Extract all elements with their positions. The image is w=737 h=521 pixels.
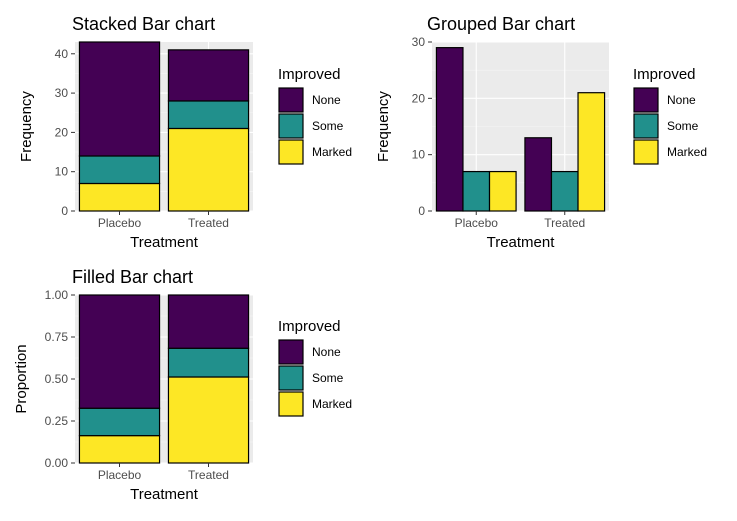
y-tick-label: 30: [55, 86, 69, 100]
bars: [78, 294, 250, 464]
bar-placebo-none: [435, 47, 464, 212]
bar-placebo-marked: [78, 182, 161, 212]
x-tick-label: Treated: [188, 468, 229, 482]
x-axis-title: Treatment: [487, 234, 556, 251]
legend-label-marked: Marked: [312, 145, 352, 159]
bar-treated-none: [167, 49, 250, 102]
bar-treated-some: [167, 347, 250, 378]
legend-title: Improved: [278, 318, 341, 335]
bars: [78, 41, 250, 212]
legend-key-some: [633, 113, 659, 139]
legend-label-none: None: [312, 93, 341, 107]
x-tick-label: Placebo: [98, 216, 142, 230]
legend-title: Improved: [278, 66, 341, 83]
y-tick-label: 0.00: [45, 456, 69, 470]
legend-key-marked: [278, 391, 304, 417]
y-tick-label: 0: [418, 204, 425, 218]
legend-label-some: Some: [667, 119, 699, 133]
chart-grouped: Grouped Bar chart 0 10 20 30 Placebo Treated Tr…: [375, 14, 707, 251]
x-tick-label: Placebo: [455, 216, 499, 230]
legend-label-some: Some: [312, 119, 344, 133]
y-tick-label: 10: [55, 165, 69, 179]
y-tick-label: 20: [412, 91, 426, 105]
y-tick-label: 30: [412, 35, 426, 49]
y-tick-label: 1.00: [45, 288, 69, 302]
legend-label-marked: Marked: [312, 397, 352, 411]
legend-key-none: [278, 339, 304, 365]
x-axis-title: Treatment: [130, 486, 199, 503]
y-tick-label: 0: [61, 204, 68, 218]
legend: Improved None Some Marked: [278, 66, 352, 165]
legend: Improved None Some Marked: [278, 318, 352, 417]
legend-label-none: None: [667, 93, 696, 107]
legend-key-marked: [633, 139, 659, 165]
x-axis-title: Treatment: [130, 234, 199, 251]
chart-filled: Filled Bar chart 0.00 0.25 0.50 0.75 1.00 Plac…: [13, 267, 352, 503]
y-axis-title: Frequency: [375, 91, 392, 162]
bar-placebo-none: [78, 294, 161, 409]
bar-placebo-marked: [78, 435, 161, 464]
x-tick-label: Treated: [544, 216, 585, 230]
y-tick-label: 0.75: [45, 330, 69, 344]
chart-title: Stacked Bar chart: [72, 14, 215, 34]
chart-stacked: Stacked Bar chart 0 10 20 30 40 Placebo Treated…: [18, 14, 352, 251]
bars: [435, 47, 606, 212]
bar-placebo-none: [78, 41, 161, 157]
bar-treated-some: [167, 100, 250, 130]
bar-placebo-some: [78, 407, 161, 437]
bar-treated-none: [167, 294, 250, 349]
x-tick-label: Treated: [188, 216, 229, 230]
y-tick-label: 10: [412, 148, 426, 162]
bar-placebo-some: [78, 155, 161, 185]
bar-treated-marked: [167, 127, 250, 212]
bar-treated-marked: [577, 92, 606, 212]
legend: Improved None Some Marked: [633, 66, 707, 165]
y-tick-label: 40: [55, 47, 69, 61]
legend-key-marked: [278, 139, 304, 165]
legend-key-none: [633, 87, 659, 113]
legend-title: Improved: [633, 66, 696, 83]
legend-label-some: Some: [312, 371, 344, 385]
bar-treated-some: [550, 170, 579, 212]
legend-key-some: [278, 365, 304, 391]
y-axis-title: Frequency: [18, 91, 35, 162]
legend-key-some: [278, 113, 304, 139]
y-tick-label: 20: [55, 125, 69, 139]
bar-treated-marked: [167, 376, 250, 464]
bar-placebo-marked: [488, 170, 517, 212]
bar-placebo-some: [462, 170, 491, 212]
y-tick-label: 0.50: [45, 372, 69, 386]
y-axis-title: Proportion: [13, 344, 30, 413]
x-tick-label: Placebo: [98, 468, 142, 482]
legend-label-none: None: [312, 345, 341, 359]
legend-key-none: [278, 87, 304, 113]
legend-label-marked: Marked: [667, 145, 707, 159]
y-tick-label: 0.25: [45, 414, 69, 428]
chart-title: Filled Bar chart: [72, 267, 193, 287]
bar-treated-none: [524, 137, 553, 212]
chart-title: Grouped Bar chart: [427, 14, 575, 34]
